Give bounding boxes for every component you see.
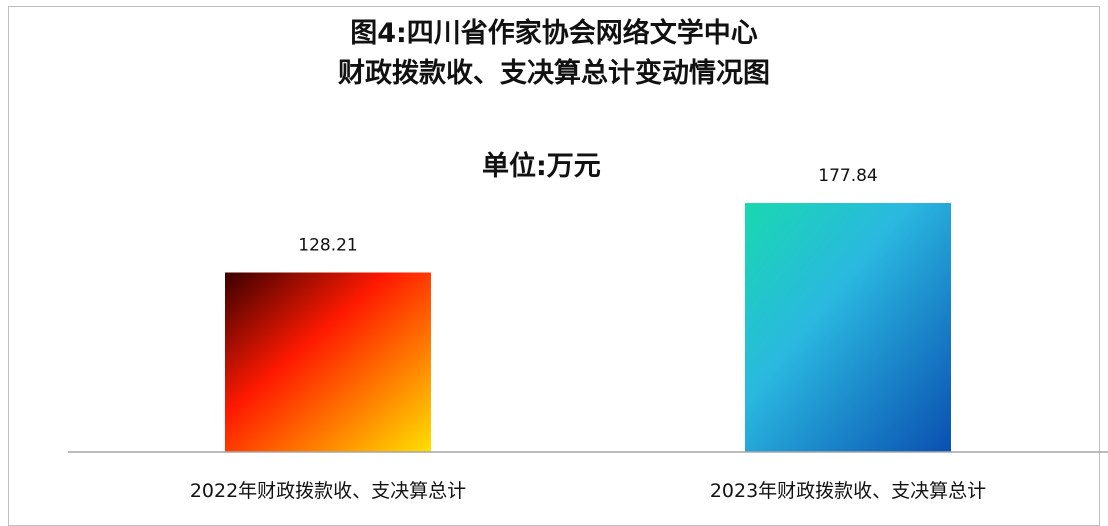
chart-title-line-2: 财政拨款收、支决算总计变动情况图 xyxy=(338,58,770,89)
bar-1 xyxy=(225,272,431,452)
bar-2 xyxy=(745,203,951,452)
chart-title: 图4:四川省作家协会网络文学中心 财政拨款收、支决算总计变动情况图 xyxy=(0,14,1108,94)
chart-unit-label: 单位:万元 xyxy=(482,151,601,182)
chart-title-line-1: 图4:四川省作家协会网络文学中心 xyxy=(350,18,758,49)
bar-value-label-2: 177.84 xyxy=(818,166,877,186)
category-label-1: 2022年财政拨款收、支决算总计 xyxy=(190,480,466,502)
bar-value-label-1: 128.21 xyxy=(298,236,357,256)
bar-chart-plot: 128.21 2022年财政拨款收、支决算总计 177.84 2023年财政拨款收、支… xyxy=(68,166,1108,502)
category-label-2: 2023年财政拨款收、支决算总计 xyxy=(710,480,986,502)
